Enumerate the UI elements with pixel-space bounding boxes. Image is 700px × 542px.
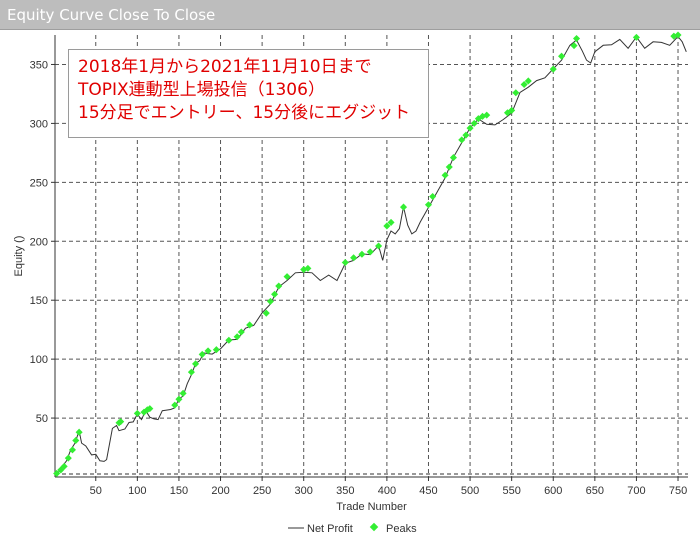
annotation-line-3: 15分足でエントリー、15分後にエグジット xyxy=(78,103,411,123)
peak-point xyxy=(204,347,212,355)
peak-point xyxy=(424,201,433,209)
peak-point xyxy=(558,52,566,60)
y-tick-label-350: 350 xyxy=(30,59,48,71)
peak-point xyxy=(225,336,233,344)
legend: Net Profit Peaks xyxy=(288,522,417,535)
peak-point xyxy=(458,136,466,144)
peak-point xyxy=(53,469,61,477)
x-tick-label-650: 650 xyxy=(586,485,604,497)
peak-point xyxy=(341,258,349,267)
peak-point xyxy=(117,418,125,426)
y-tick-label-300: 300 xyxy=(30,118,48,130)
peak-point xyxy=(387,218,395,226)
x-tick-label-300: 300 xyxy=(295,485,313,497)
peak-point xyxy=(632,33,640,41)
peak-point xyxy=(429,192,437,201)
peaks-series xyxy=(53,31,682,477)
peak-point xyxy=(60,462,68,470)
peak-point xyxy=(187,368,195,376)
peak-point xyxy=(441,171,449,179)
legend-peaks-swatch xyxy=(369,522,379,532)
peak-point xyxy=(179,389,187,397)
x-tick-label-550: 550 xyxy=(502,485,520,497)
x-tick-label-200: 200 xyxy=(211,485,229,497)
peak-point xyxy=(262,309,270,317)
peak-point xyxy=(64,454,72,462)
peak-point xyxy=(512,89,520,97)
peak-point xyxy=(549,65,557,73)
x-tick-label-600: 600 xyxy=(544,485,562,497)
y-tick-label-200: 200 xyxy=(30,236,48,248)
peak-point xyxy=(399,203,408,211)
annotation-box: 2018年1月から2021年11月10日まで TOPIX連動型上場投信（1306… xyxy=(68,49,429,138)
peak-point xyxy=(266,297,274,305)
peak-point xyxy=(470,119,478,127)
y-axis-label: Equity () xyxy=(13,236,25,277)
axes xyxy=(54,35,688,478)
x-tick-label-500: 500 xyxy=(461,485,479,497)
x-tick-label-700: 700 xyxy=(627,485,645,497)
peak-point xyxy=(674,31,682,39)
peak-point xyxy=(449,154,457,162)
y-tick-label-100: 100 xyxy=(30,354,48,366)
annotation-line-2: TOPIX連動型上場投信（1306） xyxy=(78,80,325,100)
legend-peaks-label: Peaks xyxy=(386,523,417,535)
peak-point xyxy=(246,321,254,329)
peak-point xyxy=(358,250,366,258)
peak-point xyxy=(275,282,283,290)
peak-point xyxy=(68,446,77,454)
x-tick-label-400: 400 xyxy=(378,485,396,497)
peak-point xyxy=(524,77,532,85)
peak-point xyxy=(466,124,474,132)
peak-point xyxy=(375,242,383,250)
peak-point xyxy=(72,436,80,444)
x-tick-label-250: 250 xyxy=(253,485,271,497)
peak-point xyxy=(283,273,291,281)
peak-point xyxy=(146,405,154,413)
x-tick-label-450: 450 xyxy=(419,485,437,497)
peak-point xyxy=(271,290,279,298)
window-title-bar: Equity Curve Close To Close xyxy=(0,0,700,30)
peak-point xyxy=(383,222,391,230)
peak-point xyxy=(570,42,578,50)
x-axis-label: Trade Number xyxy=(336,501,407,513)
annotation-line-1: 2018年1月から2021年11月10日まで xyxy=(78,57,372,77)
y-tick-label-150: 150 xyxy=(30,295,48,307)
x-tick-label-750: 750 xyxy=(669,485,687,497)
legend-net-profit-label: Net Profit xyxy=(307,523,353,535)
y-tick-label-50: 50 xyxy=(36,413,48,425)
x-tick-label-350: 350 xyxy=(336,485,354,497)
peak-point xyxy=(75,428,83,436)
peak-point xyxy=(573,35,581,43)
peak-point xyxy=(133,409,141,417)
peak-point xyxy=(350,254,358,262)
x-tick-label-50: 50 xyxy=(90,485,102,497)
net-profit-series-line xyxy=(54,35,687,474)
peak-point xyxy=(175,395,183,403)
peak-point xyxy=(192,360,200,368)
peak-point xyxy=(483,111,491,119)
x-tick-label-100: 100 xyxy=(128,485,146,497)
peak-point xyxy=(237,328,245,336)
x-tick-label-150: 150 xyxy=(170,485,188,497)
peak-point xyxy=(304,264,312,272)
peak-point xyxy=(462,131,470,139)
window-title: Equity Curve Close To Close xyxy=(7,6,216,24)
peak-point xyxy=(212,346,220,354)
peak-point xyxy=(198,350,206,358)
peak-point xyxy=(520,80,528,89)
peak-point xyxy=(366,248,374,256)
tick-labels: 50 100 150 200 250 300 350 400 450 500 550 600 650 70… xyxy=(30,59,688,497)
peak-point xyxy=(171,401,179,409)
y-tick-label-250: 250 xyxy=(30,177,48,189)
peak-point xyxy=(445,163,453,171)
peak-point xyxy=(233,333,241,341)
